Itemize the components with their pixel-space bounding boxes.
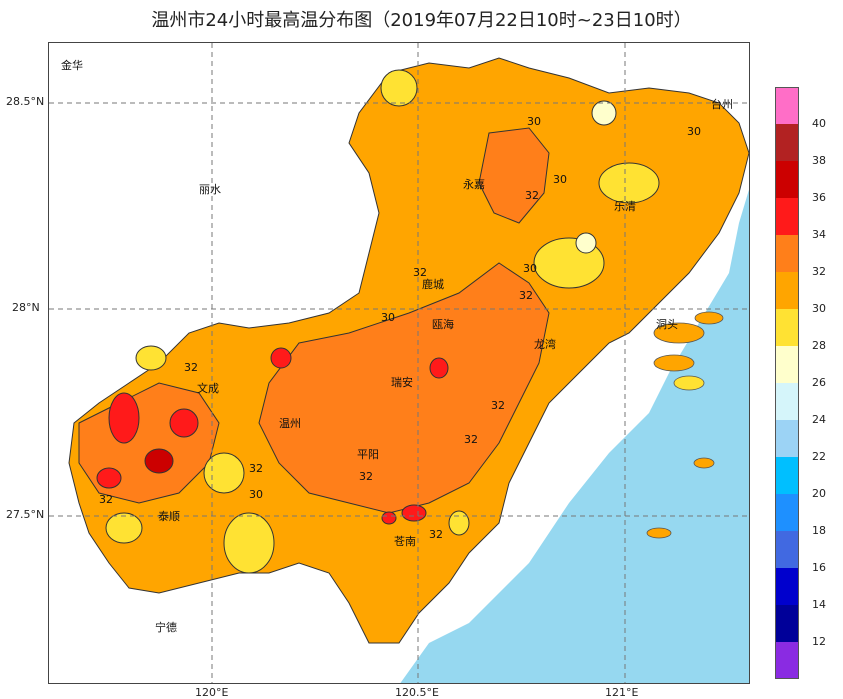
cool-pocket-26 [591, 100, 617, 126]
legend-level-label: 38 [812, 154, 826, 167]
legend-level-label: 12 [812, 635, 826, 648]
legend-color-box [775, 346, 799, 383]
lat-label: 28°N [12, 301, 40, 314]
legend-level-label: 20 [812, 487, 826, 500]
hot-core-34 [108, 392, 140, 444]
hot-core-34 [169, 408, 199, 438]
cool-pocket-28 [598, 162, 660, 204]
lat-label: 28.5°N [6, 95, 45, 108]
contour-label: 32 [184, 361, 198, 374]
land-region-32 [478, 127, 550, 224]
legend-color-box [775, 198, 799, 235]
legend-color-box [775, 124, 799, 161]
contour-label: 32 [413, 266, 427, 279]
map-title: 温州市24小时最高温分布图（2019年07月22日10时~23日10时） [151, 10, 692, 31]
island [653, 322, 705, 344]
lat-label: 27.5°N [6, 508, 45, 521]
legend-level-label: 36 [812, 191, 826, 204]
legend-level-label: 32 [812, 265, 826, 278]
legend-color-box [775, 272, 799, 309]
legend-color-box [775, 383, 799, 420]
legend-level-label: 24 [812, 413, 826, 426]
contour-label: 30 [553, 173, 567, 186]
hot-core-36 [144, 448, 174, 474]
island [653, 354, 695, 372]
sea-area [400, 189, 749, 683]
place-label-longwan: 龙湾 [534, 337, 556, 351]
legend-level-label: 28 [812, 339, 826, 352]
legend-level-label: 16 [812, 561, 826, 574]
place-label-taizhou: 台州 [711, 97, 733, 111]
contour-label: 30 [523, 262, 537, 275]
cool-pocket-28 [105, 512, 143, 544]
cool-pocket-28 [135, 345, 167, 371]
place-label-ouhai: 瓯海 [432, 317, 454, 331]
place-label-cangnan: 苍南 [394, 535, 416, 548]
contour-label: 32 [359, 470, 373, 483]
legend-level-label: 18 [812, 524, 826, 537]
place-label-wencheng: 文成 [197, 381, 219, 395]
legend-color-box [775, 605, 799, 642]
place-label-lishui: 丽水 [199, 183, 221, 196]
hot-core-34 [96, 467, 122, 489]
legend-level-label: 14 [812, 598, 826, 611]
lon-label: 120°E [195, 686, 229, 699]
graticule [49, 43, 749, 683]
place-label-wenzhou: 温州 [279, 417, 301, 430]
legend-color-box [775, 457, 799, 494]
contour-label: 32 [525, 189, 539, 202]
cool-pocket-28 [223, 512, 275, 574]
contour-label: 30 [381, 311, 395, 324]
land-region-32 [258, 262, 550, 514]
island [646, 527, 672, 539]
contour-label: 32 [249, 462, 263, 475]
hot-core-34 [401, 504, 427, 522]
place-label-yongjia: 永嘉 [463, 177, 485, 191]
legend-color-box [775, 420, 799, 457]
contour-label: 32 [464, 433, 478, 446]
legend-color-box [775, 568, 799, 605]
place-label-jinhua: 金华 [61, 58, 83, 72]
map-canvas: 金华 丽水 台州 永嘉 乐清 鹿城 瓯海 龙湾 洞头 文成 瑞安 温州 平阳 泰… [49, 43, 749, 683]
hot-core-34 [270, 347, 292, 369]
place-label-pingyang: 平阳 [357, 448, 379, 461]
map-area[interactable]: 金华 丽水 台州 永嘉 乐清 鹿城 瓯海 龙湾 洞头 文成 瑞安 温州 平阳 泰… [48, 42, 750, 684]
legend-level-label: 30 [812, 302, 826, 315]
legend-color-box [775, 235, 799, 272]
legend-color-box [775, 161, 799, 198]
legend-color-box [775, 494, 799, 531]
legend-color-box [775, 531, 799, 568]
lon-label: 121°E [605, 686, 639, 699]
legend-color-box [775, 87, 799, 124]
place-label-lucheng: 鹿城 [422, 277, 444, 291]
island [694, 311, 724, 325]
legend-color-box [775, 309, 799, 346]
cool-pocket-26 [575, 232, 597, 254]
hot-core-34 [381, 511, 397, 525]
legend-color-box [775, 642, 799, 679]
contour-label: 30 [687, 125, 701, 138]
place-label-yueqing: 乐清 [614, 200, 636, 213]
contour-label: 32 [491, 399, 505, 412]
contour-label: 32 [429, 528, 443, 541]
cool-pocket-28 [203, 452, 245, 494]
legend-level-label: 22 [812, 450, 826, 463]
cool-pocket-28 [448, 510, 470, 536]
lon-label: 120.5°E [395, 686, 439, 699]
place-label-ningde: 宁德 [155, 620, 177, 634]
place-label-dongtou: 洞头 [656, 318, 678, 331]
contour-label: 30 [249, 488, 263, 501]
island [673, 375, 705, 391]
cool-pocket-28 [380, 69, 418, 107]
legend-level-label: 26 [812, 376, 826, 389]
hot-core-34 [429, 357, 449, 379]
legend-level-label: 34 [812, 228, 826, 241]
contour-label: 32 [99, 493, 113, 506]
place-label-taishun: 泰顺 [158, 509, 180, 523]
place-label-ruian: 瑞安 [391, 375, 413, 389]
contour-label: 32 [519, 289, 533, 302]
legend-level-label: 40 [812, 117, 826, 130]
island [693, 457, 715, 469]
contour-label: 30 [527, 115, 541, 128]
